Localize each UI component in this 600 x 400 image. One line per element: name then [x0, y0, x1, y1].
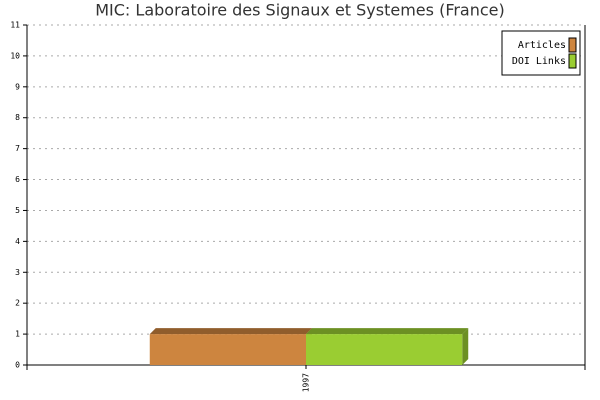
y-tick-label: 7: [15, 144, 20, 153]
y-tick-label: 8: [15, 113, 20, 122]
y-tick-label: 5: [15, 206, 20, 215]
y-tick-label: 3: [15, 268, 20, 277]
bar-top: [306, 328, 469, 335]
legend-swatch: [568, 37, 577, 53]
chart-title: MIC: Laboratoire des Signaux et Systemes…: [95, 1, 505, 20]
legend-swatch: [568, 53, 577, 69]
y-tick-label: 11: [10, 21, 20, 30]
bar-top: [149, 328, 312, 335]
bar: [306, 334, 463, 365]
y-tick-label: 0: [15, 361, 20, 370]
y-tick-label: 1: [15, 330, 20, 339]
y-tick-label: 2: [15, 299, 20, 308]
y-tick-label: 9: [15, 82, 20, 91]
legend-box: [501, 30, 581, 76]
bar-side: [462, 328, 469, 365]
y-tick-label: 6: [15, 175, 20, 184]
legend-label: Articles: [518, 40, 566, 51]
bar: [149, 334, 306, 365]
y-tick-label: 4: [15, 237, 20, 246]
y-tick-label: 10: [10, 51, 20, 60]
x-tick-label: 1997: [302, 373, 311, 392]
legend-label: DOI Links: [512, 56, 566, 67]
